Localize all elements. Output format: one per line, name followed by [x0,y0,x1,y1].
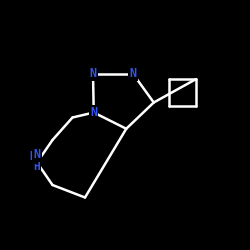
Text: H: H [34,152,40,162]
Text: N: N [30,150,37,163]
Text: N: N [130,67,136,80]
Text: N: N [34,148,40,161]
Text: H: H [34,162,40,172]
Text: N: N [90,67,96,80]
Text: N: N [90,106,97,119]
